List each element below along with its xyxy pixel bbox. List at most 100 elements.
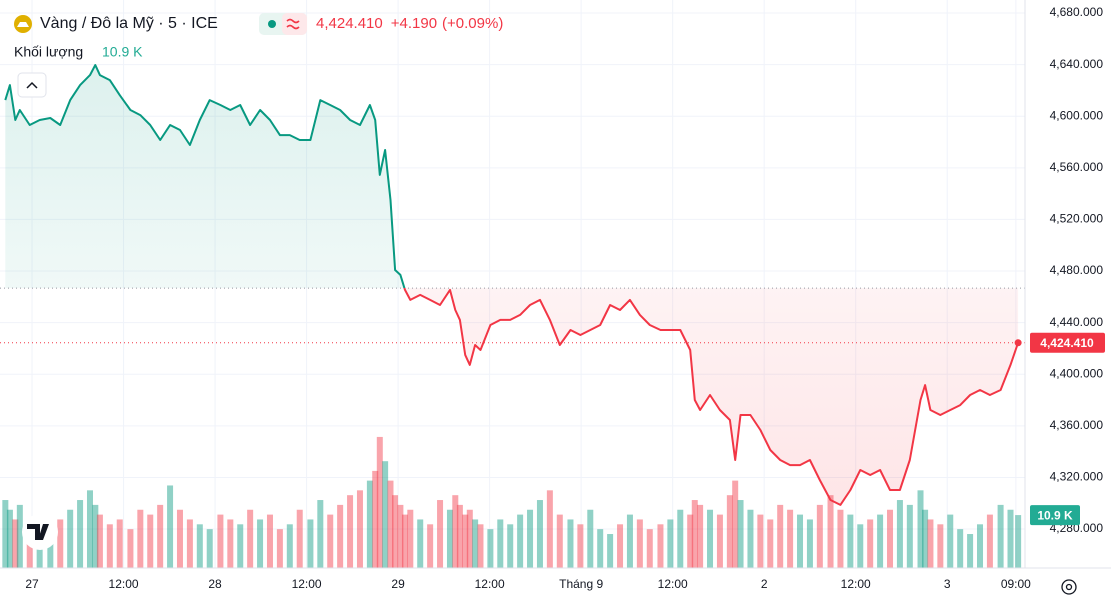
volume-bar — [657, 524, 664, 568]
volume-bar — [176, 509, 183, 568]
volume-bar — [452, 495, 459, 568]
volume-bar — [417, 519, 424, 568]
volume-bar — [917, 490, 924, 568]
x-tick-label: 12:00 — [841, 577, 871, 591]
collapse-icon — [26, 81, 38, 89]
y-tick-label: 4,440.000 — [1050, 315, 1104, 329]
volume-bar — [556, 514, 563, 568]
volume-bar — [116, 519, 123, 568]
settings-icon[interactable] — [1061, 579, 1077, 595]
x-tick-label: 28 — [208, 577, 222, 591]
volume-bar — [401, 514, 408, 568]
volume-bar — [937, 524, 944, 568]
x-tick-label: 12:00 — [658, 577, 688, 591]
volume-bar — [636, 519, 643, 568]
volume-bar — [877, 514, 884, 568]
volume-bar — [607, 534, 614, 568]
delay-badge[interactable] — [282, 13, 307, 35]
volume-bar — [266, 514, 273, 568]
volume-bar — [957, 529, 964, 568]
volume-bar — [617, 524, 624, 568]
volume-bar — [816, 504, 823, 568]
y-tick-label: 4,680.000 — [1050, 5, 1104, 19]
volume-bar — [827, 495, 834, 568]
volume-bar — [527, 509, 534, 568]
volume-bar — [577, 524, 584, 568]
x-tick-label: 12:00 — [475, 577, 505, 591]
y-tick-label: 4,320.000 — [1050, 470, 1104, 484]
volume-bar — [967, 534, 974, 568]
volume-bar — [167, 485, 174, 568]
volume-bar — [797, 514, 804, 568]
volume-bar — [77, 500, 84, 568]
volume-bar — [67, 509, 74, 568]
volume-bar — [397, 504, 404, 568]
volume-bar — [466, 509, 473, 568]
volume-bar — [186, 519, 193, 568]
x-tick-label: 12:00 — [109, 577, 139, 591]
y-tick-label: 4,400.000 — [1050, 366, 1104, 380]
volume-bar — [387, 480, 394, 568]
volume-title: Khối lượng — [14, 44, 83, 60]
volume-bar — [247, 509, 254, 568]
volume-bar — [737, 500, 744, 568]
volume-bar — [487, 529, 494, 568]
volume-bar — [947, 514, 954, 568]
volume-bar — [626, 514, 633, 568]
settings-icon-core — [1065, 583, 1073, 591]
volume-bar — [6, 509, 13, 568]
volume-bar — [407, 509, 414, 568]
volume-value: 10.9 K — [102, 44, 143, 60]
volume-bar — [296, 509, 303, 568]
volume-bar — [587, 509, 594, 568]
volume-bar — [337, 504, 344, 568]
volume-bar — [716, 514, 723, 568]
last-price-dot — [1014, 339, 1022, 347]
volume-bar — [157, 504, 164, 568]
volume-bar — [767, 519, 774, 568]
volume-bar — [206, 529, 213, 568]
volume-bar — [217, 514, 224, 568]
collapse-button[interactable] — [17, 72, 47, 98]
volume-bar — [392, 495, 399, 568]
settings[interactable] — [1061, 579, 1077, 595]
volume-bar — [382, 461, 389, 568]
volume-bar — [691, 500, 698, 568]
volume-bar — [597, 529, 604, 568]
volume-tag-label: 10.9 K — [1037, 508, 1073, 522]
volume-bar — [96, 514, 103, 568]
last-price-tag-label: 4,424.410 — [1040, 336, 1094, 350]
x-tick-label: 09:00 — [1001, 577, 1031, 591]
volume-bar — [677, 509, 684, 568]
delay-icon — [286, 18, 300, 30]
volume-bar — [536, 500, 543, 568]
volume-bar — [567, 519, 574, 568]
volume-bar — [462, 514, 469, 568]
volume-bar — [1007, 509, 1014, 568]
volume-bar — [896, 500, 903, 568]
baseline-area — [5, 65, 1019, 505]
volume-bar — [196, 524, 203, 568]
volume-bar — [857, 524, 864, 568]
volume-bar — [127, 529, 134, 568]
volume-bar — [86, 490, 93, 568]
volume-bar — [927, 519, 934, 568]
volume-bar — [47, 529, 54, 568]
volume-bar — [372, 470, 379, 568]
volume-bar — [1015, 515, 1022, 568]
volume-bar — [2, 500, 9, 568]
volume-bar — [356, 490, 363, 568]
volume-bar — [307, 519, 314, 568]
price-layer — [0, 64, 1025, 506]
volume-bar — [427, 524, 434, 568]
y-tick-label: 4,480.000 — [1050, 263, 1104, 277]
volume-bar — [787, 509, 794, 568]
volume-bar — [317, 500, 324, 568]
price-line — [4, 64, 1020, 506]
volume-bar — [847, 514, 854, 568]
volume-bar — [92, 504, 99, 568]
volume-bar — [376, 436, 383, 568]
volume-bar — [57, 519, 64, 568]
axes: 4,280.0004,320.0004,360.0004,400.0004,44… — [25, 5, 1105, 591]
x-tick-label: 29 — [391, 577, 405, 591]
